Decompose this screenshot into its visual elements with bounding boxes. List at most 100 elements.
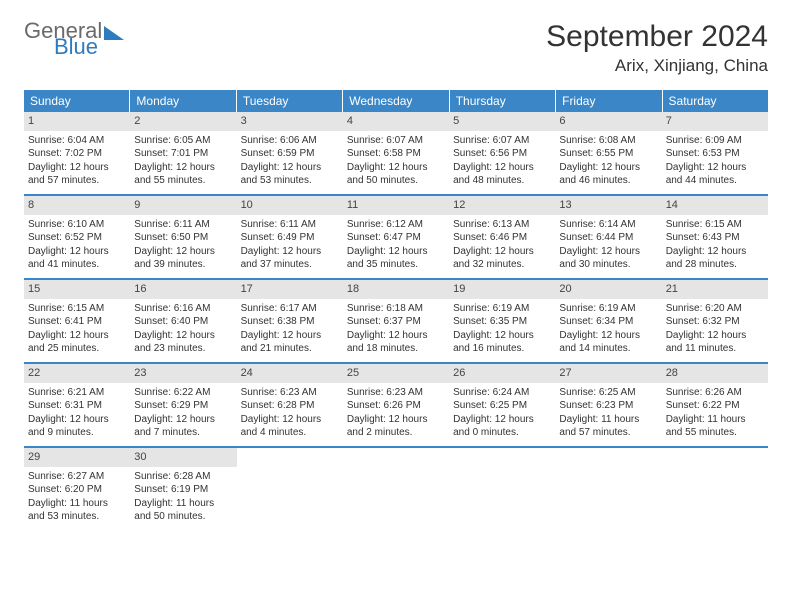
weekday-header: Monday: [130, 90, 236, 112]
daylight-text: Daylight: 12 hours and 0 minutes.: [453, 413, 551, 440]
week-row: 22 Sunrise: 6:21 AMSunset: 6:31 PM Dayligh…: [24, 364, 768, 448]
daylight-text: Daylight: 12 hours and 53 minutes.: [241, 161, 339, 188]
day-number: 29: [24, 448, 130, 467]
daylight-text: Daylight: 12 hours and 57 minutes.: [28, 161, 126, 188]
day-cell: 8Sunrise: 6:10 AMSunset: 6:52 PMDaylight…: [24, 196, 130, 278]
daylight-text: Daylight: 11 hours and 57 minutes.: [559, 413, 657, 440]
sunset-text: Sunset: 7:02 PM: [28, 147, 126, 161]
day-number: 25: [343, 364, 449, 383]
sunset-text: Sunset: 6:28 PM: [241, 399, 339, 413]
day-cell: 6Sunrise: 6:08 AMSunset: 6:55 PMDaylight…: [555, 112, 661, 194]
sunrise-text: Sunrise: 6:07 AM: [347, 134, 445, 148]
week-row: 8Sunrise: 6:10 AMSunset: 6:52 PMDaylight…: [24, 196, 768, 280]
daylight-text: Daylight: 12 hours and 48 minutes.: [453, 161, 551, 188]
day-cell: 4Sunrise: 6:07 AMSunset: 6:58 PMDaylight…: [343, 112, 449, 194]
sunrise-text: Sunrise: 6:20 AM: [666, 302, 764, 316]
sunrise-text: Sunrise: 6:22 AM: [134, 386, 232, 400]
day-cell: 26Sunrise: 6:24 AMSunset: 6:25 PMDayligh…: [449, 364, 555, 446]
sunset-text: Sunset: 6:56 PM: [453, 147, 551, 161]
daylight-text: Daylight: 12 hours and 37 minutes.: [241, 245, 339, 272]
day-cell: 28Sunrise: 6:26 AMSunset: 6:22 PMDayligh…: [662, 364, 768, 446]
day-cell: 21Sunrise: 6:20 AMSunset: 6:32 PMDayligh…: [662, 280, 768, 362]
sunset-text: Sunset: 6:19 PM: [134, 483, 232, 497]
day-cell: 24Sunrise: 6:23 AMSunset: 6:28 PMDayligh…: [237, 364, 343, 446]
weekday-header: Thursday: [450, 90, 556, 112]
week-row: 1Sunrise: 6:04 AMSunset: 7:02 PMDaylight…: [24, 112, 768, 196]
day-cell: 14Sunrise: 6:15 AMSunset: 6:43 PMDayligh…: [662, 196, 768, 278]
day-number: 30: [130, 448, 236, 467]
calendar: SundayMondayTuesdayWednesdayThursdayFrid…: [24, 90, 768, 530]
day-number: 19: [449, 280, 555, 299]
day-cell: 5Sunrise: 6:07 AMSunset: 6:56 PMDaylight…: [449, 112, 555, 194]
day-cell: 15Sunrise: 6:15 AMSunset: 6:41 PMDayligh…: [24, 280, 130, 362]
sunrise-text: Sunrise: 6:28 AM: [134, 470, 232, 484]
sunset-text: Sunset: 6:29 PM: [134, 399, 232, 413]
daylight-text: Daylight: 12 hours and 39 minutes.: [134, 245, 232, 272]
day-cell: [343, 448, 449, 530]
daylight-text: Daylight: 12 hours and 41 minutes.: [28, 245, 126, 272]
day-cell: [237, 448, 343, 530]
sunset-text: Sunset: 7:01 PM: [134, 147, 232, 161]
weekday-header: Saturday: [663, 90, 768, 112]
day-cell: 12Sunrise: 6:13 AMSunset: 6:46 PMDayligh…: [449, 196, 555, 278]
daylight-text: Daylight: 12 hours and 16 minutes.: [453, 329, 551, 356]
sunrise-text: Sunrise: 6:23 AM: [241, 386, 339, 400]
sunset-text: Sunset: 6:22 PM: [666, 399, 764, 413]
weekday-header: Friday: [556, 90, 662, 112]
day-cell: 7Sunrise: 6:09 AMSunset: 6:53 PMDaylight…: [662, 112, 768, 194]
daylight-text: Daylight: 11 hours and 50 minutes.: [134, 497, 232, 524]
daylight-text: Daylight: 12 hours and 46 minutes.: [559, 161, 657, 188]
sunrise-text: Sunrise: 6:11 AM: [241, 218, 339, 232]
sunrise-text: Sunrise: 6:23 AM: [347, 386, 445, 400]
daylight-text: Daylight: 12 hours and 30 minutes.: [559, 245, 657, 272]
sunrise-text: Sunrise: 6:25 AM: [559, 386, 657, 400]
sunset-text: Sunset: 6:32 PM: [666, 315, 764, 329]
daylight-text: Daylight: 12 hours and 25 minutes.: [28, 329, 126, 356]
day-cell: 27Sunrise: 6:25 AMSunset: 6:23 PMDayligh…: [555, 364, 661, 446]
day-cell: 13Sunrise: 6:14 AMSunset: 6:44 PMDayligh…: [555, 196, 661, 278]
day-number: 2: [130, 112, 236, 131]
day-number: 15: [24, 280, 130, 299]
sunset-text: Sunset: 6:59 PM: [241, 147, 339, 161]
day-number: 20: [555, 280, 661, 299]
sunset-text: Sunset: 6:49 PM: [241, 231, 339, 245]
day-cell: 25Sunrise: 6:23 AMSunset: 6:26 PMDayligh…: [343, 364, 449, 446]
day-cell: 20Sunrise: 6:19 AMSunset: 6:34 PMDayligh…: [555, 280, 661, 362]
week-row: 29Sunrise: 6:27 AMSunset: 6:20 PMDayligh…: [24, 448, 768, 530]
sunrise-text: Sunrise: 6:19 AM: [559, 302, 657, 316]
sunset-text: Sunset: 6:38 PM: [241, 315, 339, 329]
day-cell: 11Sunrise: 6:12 AMSunset: 6:47 PMDayligh…: [343, 196, 449, 278]
page-title: September 2024: [546, 20, 768, 54]
sunset-text: Sunset: 6:31 PM: [28, 399, 126, 413]
sunrise-text: Sunrise: 6:21 AM: [28, 386, 126, 400]
daylight-text: Daylight: 12 hours and 50 minutes.: [347, 161, 445, 188]
sunset-text: Sunset: 6:26 PM: [347, 399, 445, 413]
day-number: 18: [343, 280, 449, 299]
day-number: 10: [237, 196, 343, 215]
day-number: 12: [449, 196, 555, 215]
header: General Blue September 2024 Arix, Xinjia…: [24, 20, 768, 76]
sunset-text: Sunset: 6:34 PM: [559, 315, 657, 329]
daylight-text: Daylight: 12 hours and 28 minutes.: [666, 245, 764, 272]
sunrise-text: Sunrise: 6:05 AM: [134, 134, 232, 148]
day-number: 4: [343, 112, 449, 131]
daylight-text: Daylight: 12 hours and 4 minutes.: [241, 413, 339, 440]
sunset-text: Sunset: 6:37 PM: [347, 315, 445, 329]
weekday-header: Wednesday: [343, 90, 449, 112]
title-block: September 2024 Arix, Xinjiang, China: [546, 20, 768, 76]
day-cell: 3Sunrise: 6:06 AMSunset: 6:59 PMDaylight…: [237, 112, 343, 194]
sunset-text: Sunset: 6:55 PM: [559, 147, 657, 161]
day-cell: 10 Sunrise: 6:11 AMSunset: 6:49 PMDayligh…: [237, 196, 343, 278]
day-number: 6: [555, 112, 661, 131]
day-cell: 29Sunrise: 6:27 AMSunset: 6:20 PMDayligh…: [24, 448, 130, 530]
sunrise-text: Sunrise: 6:07 AM: [453, 134, 551, 148]
daylight-text: Daylight: 12 hours and 23 minutes.: [134, 329, 232, 356]
day-cell: 9Sunrise: 6:11 AMSunset: 6:50 PMDaylight…: [130, 196, 236, 278]
sunrise-text: Sunrise: 6:10 AM: [28, 218, 126, 232]
sunset-text: Sunset: 6:23 PM: [559, 399, 657, 413]
sunset-text: Sunset: 6:46 PM: [453, 231, 551, 245]
day-number: 22: [24, 364, 130, 383]
day-number: 13: [555, 196, 661, 215]
sunset-text: Sunset: 6:20 PM: [28, 483, 126, 497]
day-number: 16: [130, 280, 236, 299]
